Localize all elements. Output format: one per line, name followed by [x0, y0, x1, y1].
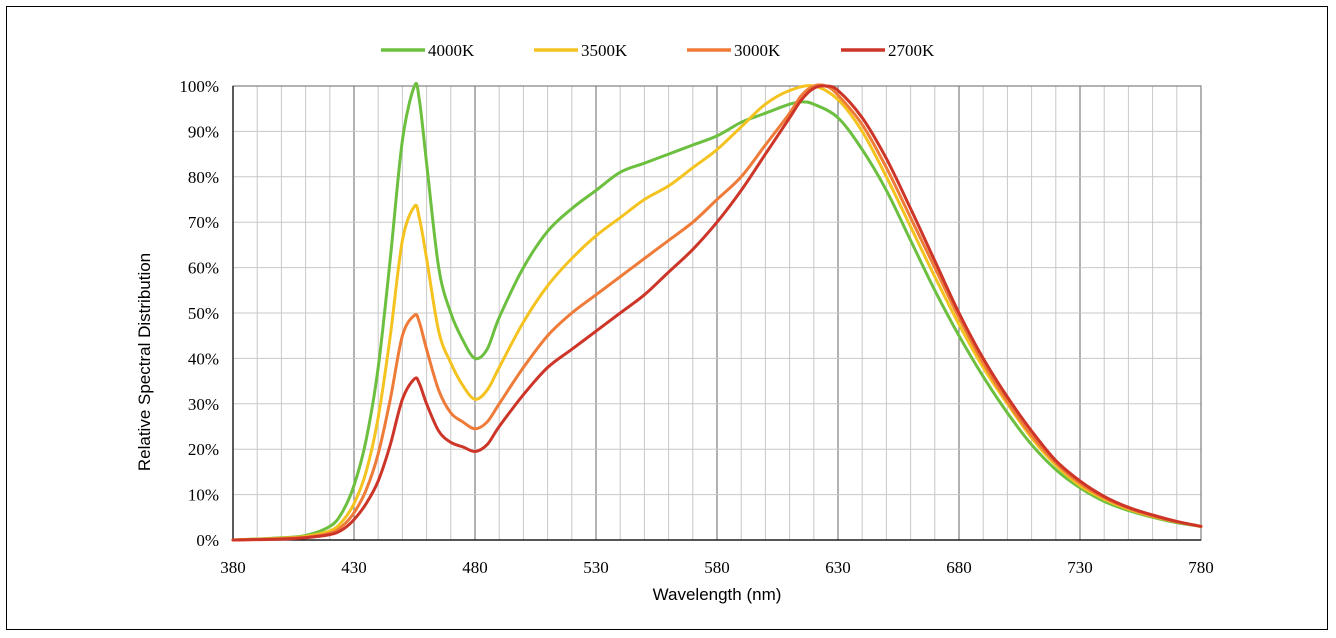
y-tick-label: 10%	[188, 486, 219, 505]
legend-label-3500k: 3500K	[581, 41, 628, 60]
x-tick-label: 630	[825, 558, 851, 577]
legend: 4000K 3500K 3000K 2700K	[381, 41, 935, 60]
y-tick-label: 50%	[188, 304, 219, 323]
x-tick-label: 730	[1067, 558, 1093, 577]
x-tick-label: 530	[583, 558, 609, 577]
x-tick-label: 480	[462, 558, 488, 577]
chart-frame	[6, 6, 1328, 630]
y-tick-label: 80%	[188, 168, 219, 187]
tick-labels: 380 430 480 530 580 630 680 730 780 0% 10% 20% 30% 40…	[179, 77, 1213, 577]
y-tick-label: 70%	[188, 213, 219, 232]
y-axis-title: Relative Spectral Distribution	[135, 253, 154, 471]
series-lines	[231, 81, 1203, 542]
x-tick-label: 780	[1188, 558, 1214, 577]
x-tick-label: 430	[341, 558, 367, 577]
y-tick-label: 0%	[196, 531, 219, 550]
y-tick-label: 100%	[179, 77, 219, 96]
grid	[233, 85, 1201, 540]
legend-label-2700k: 2700K	[888, 41, 935, 60]
series-line-2700k	[231, 84, 1203, 542]
y-tick-label: 40%	[188, 349, 219, 368]
legend-label-3000k: 3000K	[734, 41, 781, 60]
y-tick-label: 60%	[188, 259, 219, 278]
y-tick-label: 30%	[188, 395, 219, 414]
series-line-3000k	[231, 83, 1203, 542]
x-axis-title: Wavelength (nm)	[653, 585, 782, 604]
y-tick-label: 20%	[188, 440, 219, 459]
y-tick-label: 90%	[188, 122, 219, 141]
series-line-4000k	[231, 81, 1203, 542]
axes	[232, 85, 1202, 541]
x-tick-label: 680	[946, 558, 972, 577]
x-tick-label: 380	[220, 558, 246, 577]
x-tick-label: 580	[704, 558, 730, 577]
legend-label-4000k: 4000K	[428, 41, 475, 60]
